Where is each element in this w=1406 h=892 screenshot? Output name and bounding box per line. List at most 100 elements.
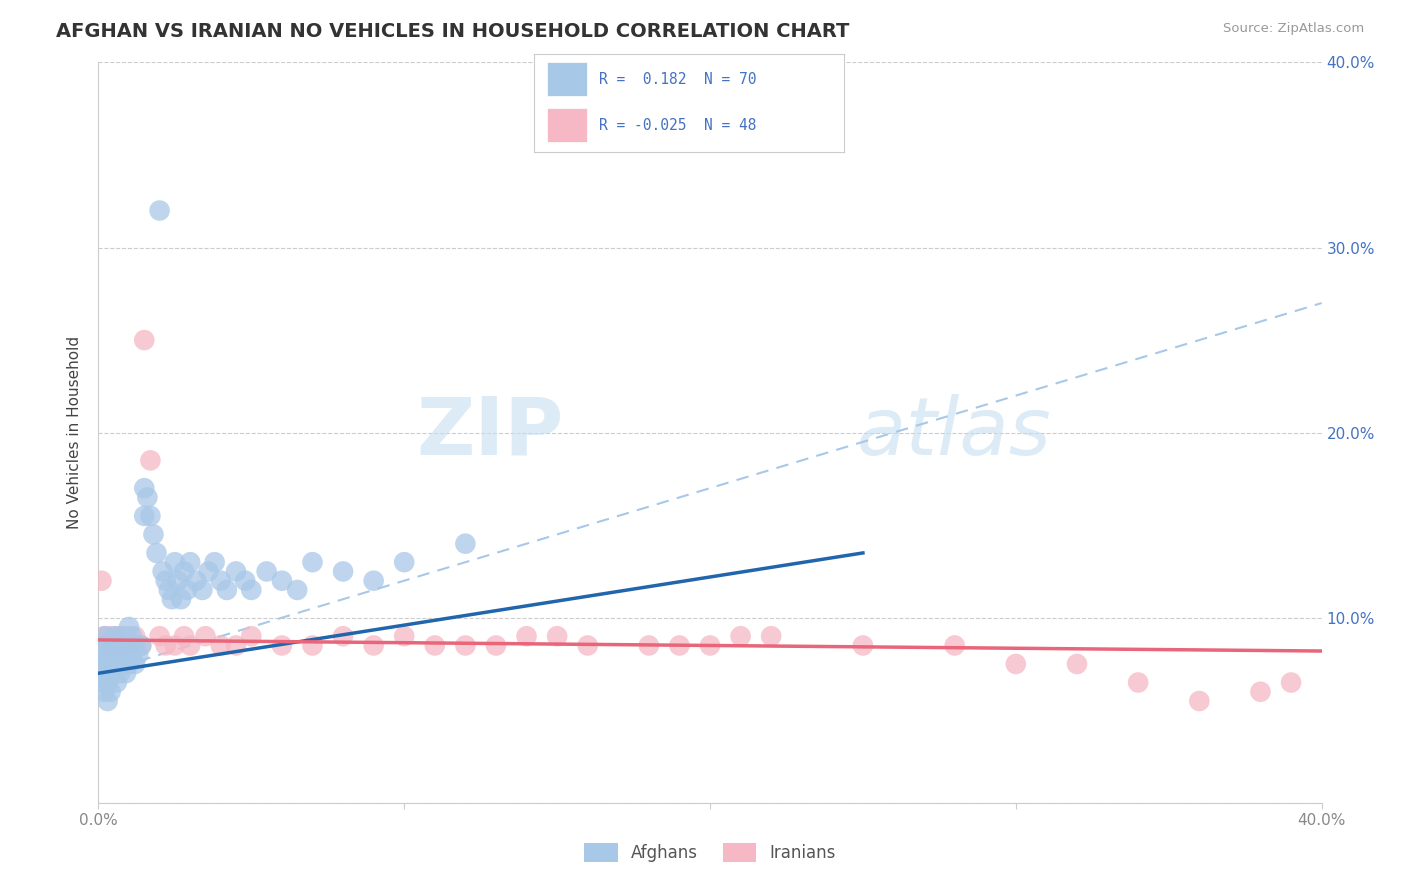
Point xyxy=(546,629,568,643)
Point xyxy=(668,639,690,653)
Point xyxy=(332,565,354,579)
Point xyxy=(124,629,146,643)
Point xyxy=(1066,657,1088,671)
Point xyxy=(163,639,186,653)
Point xyxy=(332,629,354,643)
Point xyxy=(129,639,152,653)
Point xyxy=(105,639,128,653)
Point xyxy=(105,639,128,653)
Point xyxy=(100,648,122,662)
Point xyxy=(93,685,115,699)
Point xyxy=(852,639,875,653)
Point xyxy=(93,639,115,653)
Legend: Afghans, Iranians: Afghans, Iranians xyxy=(578,836,842,869)
Point xyxy=(90,675,112,690)
Point xyxy=(121,629,143,643)
Point xyxy=(170,592,193,607)
Point xyxy=(194,629,217,643)
Point xyxy=(134,333,156,347)
Point xyxy=(1128,675,1150,690)
Point xyxy=(90,639,112,653)
Point xyxy=(97,694,120,708)
Point xyxy=(173,565,195,579)
Point xyxy=(115,648,138,662)
Point xyxy=(111,639,134,653)
Point xyxy=(139,453,162,467)
Point xyxy=(124,657,146,671)
Point xyxy=(121,648,143,662)
Point xyxy=(124,639,146,653)
Point xyxy=(103,666,125,681)
Point xyxy=(118,657,141,671)
Point xyxy=(759,629,782,643)
Point xyxy=(186,574,208,588)
Point xyxy=(97,639,120,653)
Point xyxy=(90,657,112,671)
Point xyxy=(93,666,115,681)
Point xyxy=(576,639,599,653)
Point xyxy=(163,555,186,569)
Point xyxy=(209,639,232,653)
Point xyxy=(240,582,263,597)
Point xyxy=(111,657,134,671)
Point xyxy=(215,582,238,597)
Point xyxy=(100,639,122,653)
Point xyxy=(134,481,156,495)
Point xyxy=(97,675,120,690)
Point xyxy=(637,639,661,653)
Point xyxy=(270,639,292,653)
Point xyxy=(160,592,183,607)
Point xyxy=(103,629,125,643)
Point xyxy=(108,648,131,662)
Text: ZIP: ZIP xyxy=(416,393,564,472)
Point xyxy=(97,657,120,671)
Point xyxy=(485,639,508,653)
Point xyxy=(108,666,131,681)
Point xyxy=(179,555,201,569)
Point xyxy=(152,565,174,579)
Bar xyxy=(547,109,586,142)
Point xyxy=(145,546,167,560)
Point xyxy=(129,639,152,653)
Point xyxy=(454,537,477,551)
Point xyxy=(179,639,201,653)
Point xyxy=(93,648,115,662)
Text: AFGHAN VS IRANIAN NO VEHICLES IN HOUSEHOLD CORRELATION CHART: AFGHAN VS IRANIAN NO VEHICLES IN HOUSEHO… xyxy=(56,22,849,41)
Point xyxy=(699,639,721,653)
Point xyxy=(105,675,128,690)
Point xyxy=(149,203,172,218)
Point xyxy=(225,565,247,579)
Point xyxy=(134,508,156,523)
Point xyxy=(225,639,247,653)
Y-axis label: No Vehicles in Household: No Vehicles in Household xyxy=(67,336,83,529)
Point xyxy=(93,629,115,643)
Point xyxy=(191,582,214,597)
Bar xyxy=(547,62,586,95)
Point xyxy=(157,582,180,597)
Point xyxy=(285,582,308,597)
Point xyxy=(301,555,323,569)
Point xyxy=(392,555,416,569)
Point xyxy=(204,555,226,569)
Point xyxy=(118,639,141,653)
Point xyxy=(103,648,125,662)
Point xyxy=(90,574,112,588)
Point xyxy=(1249,685,1271,699)
Point xyxy=(142,527,165,541)
Point xyxy=(392,629,416,643)
Point xyxy=(209,574,232,588)
Point xyxy=(454,639,477,653)
Point xyxy=(270,574,292,588)
Point xyxy=(108,629,131,643)
Text: atlas: atlas xyxy=(856,393,1052,472)
Point xyxy=(93,629,115,643)
Point xyxy=(301,639,323,653)
Point xyxy=(111,639,134,653)
Point xyxy=(108,629,131,643)
Point xyxy=(155,574,177,588)
Point xyxy=(139,508,162,523)
Point xyxy=(118,639,141,653)
Point xyxy=(363,574,385,588)
Point xyxy=(1004,657,1026,671)
Point xyxy=(1188,694,1211,708)
